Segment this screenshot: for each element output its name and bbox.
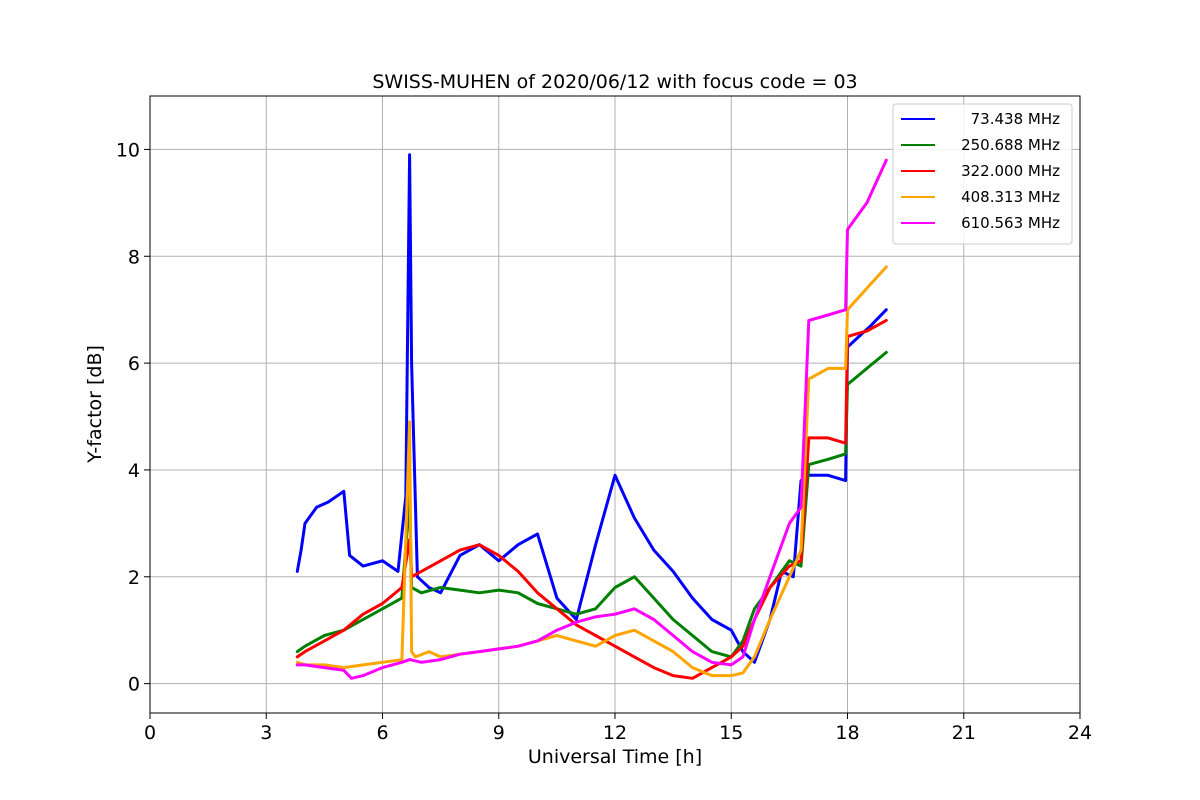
legend-entry-label: 250.688 MHz xyxy=(961,136,1060,154)
x-tick-label: 9 xyxy=(493,722,505,744)
x-tick-label: 18 xyxy=(835,722,859,744)
chart-title: SWISS-MUHEN of 2020/06/12 with focus cod… xyxy=(372,71,857,93)
legend-box xyxy=(892,103,1073,245)
y-tick-label: 4 xyxy=(128,460,140,482)
x-tick-label: 12 xyxy=(603,722,627,744)
legend: 73.438 MHz 250.688 MHz 322.000 MHz 408.3… xyxy=(892,103,1073,245)
x-tick-label: 3 xyxy=(260,722,272,744)
series-line-3 xyxy=(295,318,888,680)
legend-entry-label: 610.563 MHz xyxy=(961,214,1060,232)
series-line-4 xyxy=(295,265,888,678)
y-tick-label: 6 xyxy=(128,353,140,375)
y-tick-label: 0 xyxy=(128,674,140,696)
legend-entry-label: 408.313 MHz xyxy=(961,188,1060,206)
series-line-5 xyxy=(295,158,888,680)
legend-entry-label: 322.000 MHz xyxy=(961,162,1060,180)
x-tick-label: 6 xyxy=(376,722,388,744)
series-line-1 xyxy=(295,153,888,664)
legend-entry-label: 73.438 MHz xyxy=(971,110,1060,128)
series-line-2 xyxy=(295,350,888,659)
x-tick-label: 24 xyxy=(1068,722,1092,744)
y-tick-label: 8 xyxy=(128,246,140,268)
y-tick-label: 2 xyxy=(128,567,140,589)
y-axis-label: Y-factor [dB] xyxy=(84,345,106,464)
x-tick-label: 0 xyxy=(144,722,156,744)
x-tick-label: 21 xyxy=(952,722,976,744)
series-layer xyxy=(295,153,888,680)
x-tick-label: 15 xyxy=(719,722,743,744)
y-tick-label: 10 xyxy=(116,139,140,161)
x-axis-label: Universal Time [h] xyxy=(528,746,702,768)
